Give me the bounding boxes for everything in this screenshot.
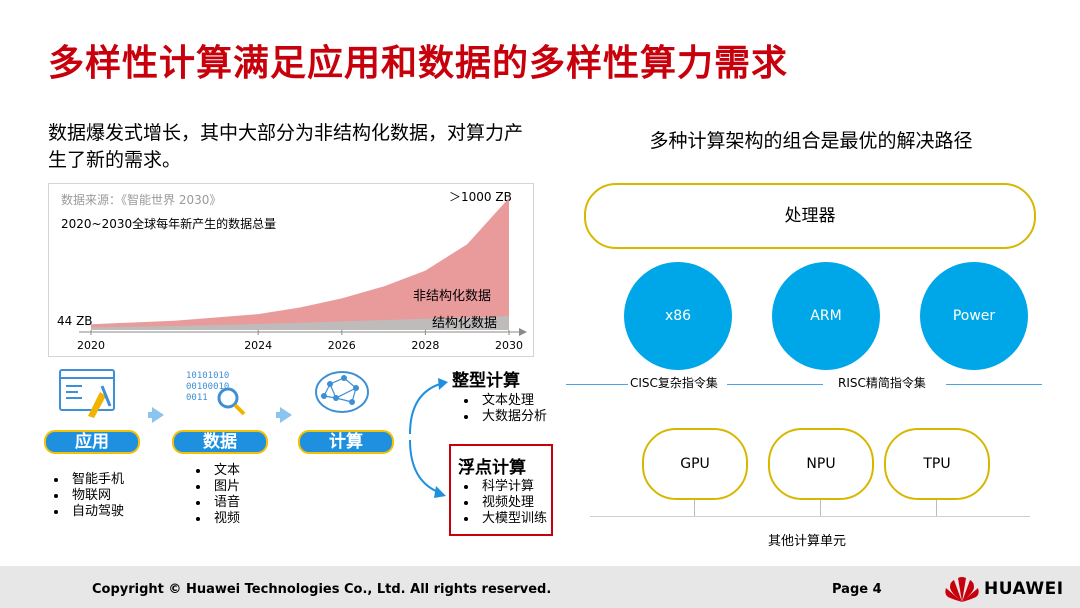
float-compute-title: 浮点计算 [458,458,526,478]
list-item: 大数据分析 [478,409,547,425]
cisc-line [566,384,628,385]
list-item: 文本处理 [478,393,547,409]
x-tick-label: 2024 [244,339,272,352]
integer-compute-title: 整型计算 [452,371,520,391]
list-item: 自动驾驶 [68,504,124,520]
connector [936,500,937,516]
chart-subtitle: 2020~2030全球每年新产生的数据总量 [61,216,276,231]
connector [694,500,695,516]
list-item: 语音 [210,495,240,511]
page-title: 多样性计算满足应用和数据的多样性算力需求 [48,43,789,84]
step-data: 数据 [172,430,268,454]
float-compute-box [449,444,553,536]
step-compute: 计算 [298,430,394,454]
data-growth-chart: 数据来源：《智能世界 2030》 2020~2030全球每年新产生的数据总量 ＞… [48,183,534,357]
data-list: 文本 图片 语音 视频 [194,463,240,527]
step-application: 应用 [44,430,140,454]
connector [820,500,821,516]
footer-bar [0,566,1080,608]
data-search-icon: 10101010 00100010 0011 [186,371,246,416]
series-label-structured: 结构化数据 [432,316,497,331]
cisc-label: CISC复杂指令集 [630,376,718,390]
flow-arrow-2-bar [276,412,282,418]
x-tick-label: 2028 [411,339,439,352]
intro-text: 数据爆发式增长，其中大部分为非结构化数据，对算力产生了新的需求。 [48,122,524,171]
x-tick-label: 2026 [328,339,356,352]
list-item: 科学计算 [478,479,547,495]
float-compute-list: 科学计算 视频处理 大模型训练 [462,479,547,527]
chart-end-label: ＞1000 ZB [449,190,512,204]
brand-name: HUAWEI [984,579,1064,599]
area-series-0 [91,198,509,330]
area-series-1 [91,316,509,330]
list-item: 智能手机 [68,472,124,488]
application-list: 智能手机 物联网 自动驾驶 [52,472,124,520]
list-item: 视频处理 [478,495,547,511]
flow-arrow-1 [152,407,164,423]
chart-svg: 数据来源：《智能世界 2030》 2020~2030全球每年新产生的数据总量 ＞… [57,190,527,352]
processor-box: 处理器 [584,183,1036,249]
list-item: 图片 [210,479,240,495]
flow-arrow-2 [280,407,292,423]
cisc-line-right [727,384,823,385]
series-label-unstructured: 非结构化数据 [413,289,491,304]
right-heading: 多种计算架构的组合是最优的解决路径 [649,130,973,152]
page-number: Page 4 [832,582,882,597]
integer-compute-list: 文本处理 大数据分析 [462,393,547,425]
units-baseline [590,516,1030,517]
arch-x86: x86 [624,262,732,370]
x-axis-arrow [519,328,527,336]
unit-tpu: TPU [884,428,990,500]
application-monitor-icon [59,369,115,418]
arch-arm: ARM [772,262,880,370]
risc-line-right [946,384,1042,385]
list-item: 视频 [210,511,240,527]
units-caption: 其他计算单元 [768,534,847,549]
unit-npu: NPU [768,428,874,500]
compute-network-icon [315,371,369,413]
arch-power: Power [920,262,1028,370]
huawei-logo-icon [945,577,979,602]
list-item: 文本 [210,463,240,479]
x-tick-label: 2030 [495,339,523,352]
risc-label: RISC精简指令集 [838,376,926,390]
chart-source: 数据来源：《智能世界 2030》 [61,192,221,207]
branch-arrows [409,378,448,498]
svg-text:00100010: 00100010 [186,382,229,392]
copyright-text: Copyright © Huawei Technologies Co., Ltd… [92,582,552,597]
list-item: 物联网 [68,488,124,504]
svg-text:0011: 0011 [186,393,208,403]
chart-start-label: 44 ZB [57,314,93,328]
flow-arrow-1-bar [148,412,154,418]
list-item: 大模型训练 [478,511,547,527]
x-tick-label: 2020 [77,339,105,352]
unit-gpu: GPU [642,428,748,500]
svg-text:10101010: 10101010 [186,371,229,381]
